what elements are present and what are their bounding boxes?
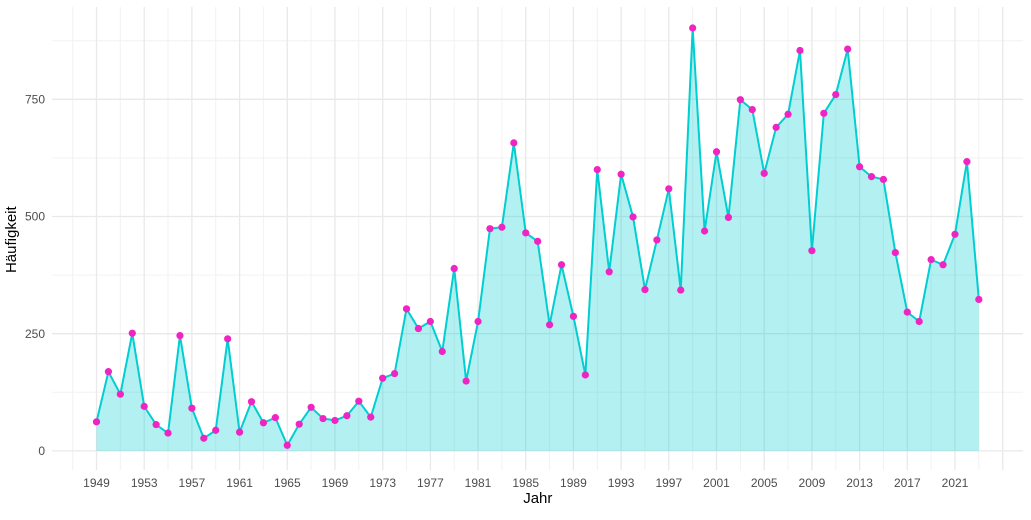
- svg-text:500: 500: [25, 210, 45, 224]
- svg-text:1949: 1949: [83, 476, 110, 490]
- svg-text:2005: 2005: [751, 476, 778, 490]
- svg-text:2021: 2021: [942, 476, 969, 490]
- svg-text:Häufigkeit: Häufigkeit: [3, 206, 20, 274]
- svg-text:1985: 1985: [512, 476, 539, 490]
- svg-text:1973: 1973: [369, 476, 396, 490]
- svg-text:1981: 1981: [465, 476, 492, 490]
- svg-text:1969: 1969: [322, 476, 349, 490]
- svg-text:0: 0: [38, 444, 45, 458]
- svg-text:1957: 1957: [179, 476, 206, 490]
- svg-text:1965: 1965: [274, 476, 301, 490]
- svg-text:2013: 2013: [846, 476, 873, 490]
- svg-text:1977: 1977: [417, 476, 444, 490]
- svg-text:Jahr: Jahr: [523, 490, 552, 507]
- svg-text:1953: 1953: [131, 476, 158, 490]
- svg-text:1993: 1993: [608, 476, 635, 490]
- svg-text:1961: 1961: [226, 476, 253, 490]
- svg-text:2009: 2009: [799, 476, 826, 490]
- svg-text:250: 250: [25, 327, 45, 341]
- svg-text:750: 750: [25, 93, 45, 107]
- svg-text:1997: 1997: [655, 476, 682, 490]
- svg-text:2017: 2017: [894, 476, 921, 490]
- svg-text:2001: 2001: [703, 476, 730, 490]
- svg-text:1989: 1989: [560, 476, 587, 490]
